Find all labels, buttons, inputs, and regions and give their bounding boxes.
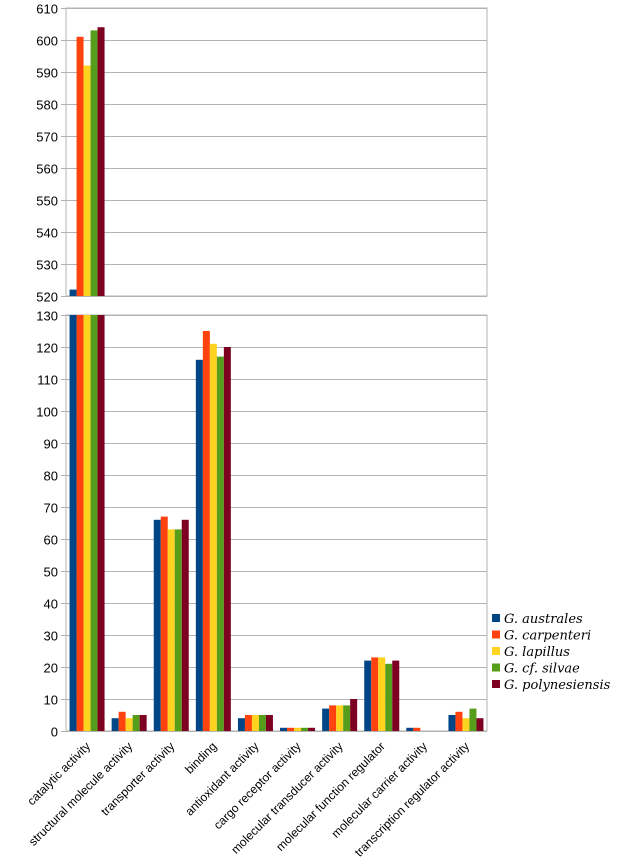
bar-upper	[76, 36, 84, 297]
bar	[265, 715, 273, 731]
bar	[90, 315, 98, 731]
y-tick-label: 0	[51, 725, 58, 740]
bar	[132, 715, 140, 731]
bar	[209, 343, 217, 731]
bar	[287, 727, 295, 731]
legend-swatch	[492, 614, 500, 622]
x-category-label: transporter activity	[98, 739, 177, 818]
bar-upper	[69, 289, 77, 296]
legend-label: G. australes	[504, 612, 583, 627]
legend-label: G. lapillus	[504, 645, 570, 660]
bar	[153, 519, 161, 731]
bar	[160, 516, 168, 731]
bar	[111, 718, 119, 731]
x-category-label: antioxidant activity	[182, 739, 261, 818]
bar	[343, 705, 351, 731]
y-tick-label: 120	[36, 341, 58, 356]
bar	[167, 529, 175, 731]
y-tick-label: 590	[36, 66, 58, 81]
bar	[322, 708, 330, 731]
lower-plot-area	[61, 314, 488, 732]
y-tick-label: 130	[36, 309, 58, 324]
bar	[301, 727, 309, 731]
bar	[462, 718, 470, 731]
bar	[455, 711, 463, 731]
bar	[118, 711, 126, 731]
legend-label: G. carpenteri	[504, 629, 591, 644]
y-tick-labels: 520 530 540 550 560 570 580 590 600 610 0 10 20 30 40 5…	[36, 2, 58, 740]
bar	[294, 727, 302, 731]
y-tick-label: 530	[36, 258, 58, 273]
bar	[237, 718, 245, 731]
bar	[406, 727, 414, 731]
y-tick-label: 50	[44, 565, 58, 580]
bars-group	[69, 27, 484, 731]
y-tick-label: 100	[36, 405, 58, 420]
bar	[385, 663, 393, 731]
y-tick-label: 40	[44, 597, 58, 612]
bar	[244, 715, 252, 731]
y-tick-label: 110	[37, 373, 58, 388]
y-tick-label: 70	[44, 501, 58, 516]
y-tick-label: 600	[36, 34, 58, 49]
bar	[392, 660, 400, 731]
bar	[258, 715, 266, 731]
y-tick-label: 520	[36, 290, 58, 305]
y-tick-label: 10	[44, 693, 58, 708]
bar	[195, 359, 203, 731]
bar	[181, 519, 189, 731]
bar	[216, 356, 224, 731]
y-tick-label: 580	[36, 98, 58, 113]
y-tick-label: 90	[44, 437, 58, 452]
x-category-label: binding	[182, 739, 219, 776]
bar	[371, 657, 379, 731]
bar	[76, 315, 84, 731]
y-tick-label: 540	[36, 226, 58, 241]
bar	[125, 718, 133, 731]
bar	[83, 315, 91, 731]
bar	[476, 718, 484, 731]
upper-panel-frame	[65, 7, 488, 297]
bar	[97, 315, 105, 731]
y-tick-label: 570	[36, 130, 58, 145]
upper-plot-area	[61, 7, 488, 297]
bar	[139, 715, 147, 731]
y-tick-label: 60	[44, 533, 58, 548]
legend-swatch	[492, 663, 500, 672]
bar	[223, 347, 231, 731]
y-tick-label: 80	[44, 469, 58, 484]
bar	[350, 699, 358, 731]
legend-swatch	[492, 680, 500, 688]
legend-swatch	[492, 630, 500, 639]
bar	[174, 529, 182, 731]
y-tick-label: 30	[44, 629, 58, 644]
y-tick-label: 560	[36, 162, 58, 177]
bar-upper	[83, 65, 91, 296]
legend-label: G. cf. silvae	[504, 662, 580, 677]
y-tick-label: 20	[44, 661, 58, 676]
bar	[69, 315, 77, 731]
bar	[448, 715, 456, 731]
bar	[251, 715, 259, 731]
legend-label: G. polynesiensis	[504, 678, 611, 693]
y-tick-label: 610	[36, 2, 58, 17]
bar-upper	[90, 30, 98, 297]
bar	[413, 727, 421, 731]
bar	[202, 331, 210, 731]
bar-upper	[97, 27, 105, 296]
bar	[364, 660, 372, 731]
bar	[308, 727, 316, 731]
bar	[378, 657, 386, 731]
bar	[336, 705, 344, 731]
bar	[469, 708, 477, 731]
legend-swatch	[492, 647, 500, 655]
bar	[329, 705, 337, 731]
bar	[280, 727, 288, 731]
y-tick-label: 550	[36, 194, 58, 209]
lower-panel-frame	[65, 314, 488, 732]
